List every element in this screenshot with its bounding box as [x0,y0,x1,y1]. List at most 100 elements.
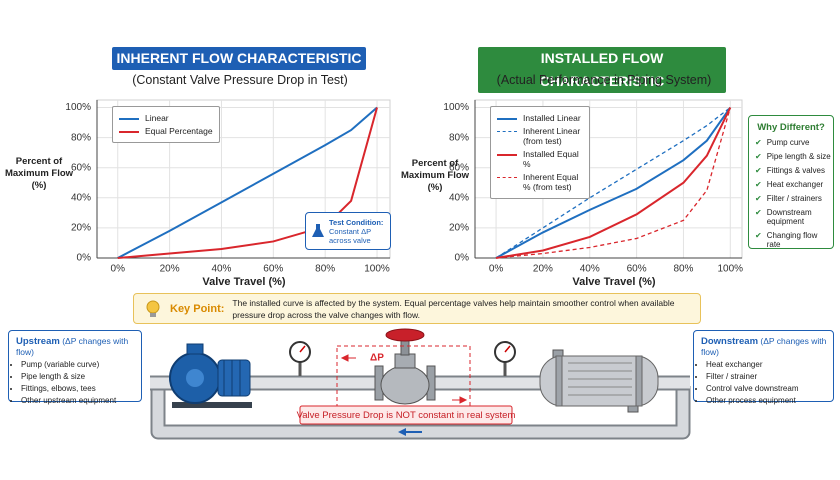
chart-title: INSTALLED FLOW CHARACTERISTIC [478,47,726,93]
series-line [117,106,378,259]
legend-swatch [497,177,517,178]
note-box [299,405,513,425]
delta-p-label: ΔP [370,353,384,364]
x-tick-label: 80% [673,264,693,275]
list-item: Pipe length & size [755,152,833,161]
list-item: Control valve downstream [706,384,833,393]
legend-swatch [497,131,517,132]
legend-entry: Linear [119,113,213,123]
legend-swatch [119,118,139,120]
upstream-list: Pump (variable curve) Pipe length & size F… [9,360,141,405]
downstream-list: Heat exchanger Filter / strainer Control v… [694,360,833,405]
pressure-gauge [289,341,516,376]
x-tick-label: 80% [315,264,335,275]
y-tick-label: 40% [449,192,469,203]
y-tick-label: 100% [443,102,469,113]
legend-swatch [497,118,517,120]
y-axis-label: Percent of Maximum Flow (%) [400,158,470,193]
y-tick-label: 80% [449,132,469,143]
delta-p-arrows [340,354,468,404]
flask-icon [312,224,324,237]
legend-label: Inherent Equal % (from test) [523,172,579,192]
downstream-box: Downstream (ΔP changes with flow) Heat e… [693,330,834,405]
upstream-box: Upstream (ΔP changes with flow) Pump (va… [8,330,142,405]
y-tick-label: 100% [65,102,91,113]
y-tick-label: 20% [449,223,469,234]
why-list: Pump curve Pipe length & size Fittings & v… [749,138,833,249]
y-tick-label: 0% [77,253,92,264]
list-item: Changing flow rate [755,231,833,249]
y-tick-label: 40% [71,192,91,203]
legend-label: Linear [145,113,169,123]
annotation-title: Test Condition: [329,217,384,227]
y-tick-label: 60% [71,162,91,173]
legend-swatch [119,131,139,133]
note-text: Valve Pressure Drop is NOT constant in r… [297,410,516,421]
y-tick-label: 0% [455,253,470,264]
annotation-text: Constant ΔP across valve [329,226,371,245]
y-tick-label: 80% [71,132,91,143]
legend-entry: Installed Equal % [497,149,583,169]
upstream-title: Upstream [16,336,60,347]
list-item: Other upstream equipment [21,396,141,405]
legend-label: Inherent Linear (from test) [523,126,581,146]
legend: Linear Equal Percentage [112,106,220,143]
list-item: Downstream equipment [755,208,833,226]
x-tick-label: 0% [489,264,504,275]
why-title: Why Different? [757,122,825,133]
key-text: The installed curve is affected by the s… [232,297,675,320]
legend-label: Equal Percentage [145,126,213,136]
x-tick-label: 0% [111,264,126,275]
series-line [495,107,732,259]
legend-entry: Inherent Linear (from test) [497,126,583,146]
x-tick-label: 40% [580,264,600,275]
list-item: Pipe length & size [21,372,141,381]
bulb-icon [146,300,160,317]
legend-label: Installed Equal % [523,149,579,169]
list-item: Pump (variable curve) [21,360,141,369]
legend-entry: Installed Linear [497,113,583,123]
y-tick-label: 20% [71,223,91,234]
list-item: Fittings & valves [755,166,833,175]
legend-entry: Equal Percentage [119,126,213,136]
list-item: Heat exchanger [706,360,833,369]
legend-entry: Inherent Equal % (from test) [497,172,583,192]
y-axis-label: Percent of Maximum Flow (%) [4,156,74,191]
legend-label: Installed Linear [523,113,581,123]
delta-p-zone [336,345,471,413]
key-point-box: Key Point: The installed curve is affect… [133,293,701,324]
pump [169,343,252,408]
x-axis-label: Valve Travel (%) [202,276,286,288]
control-valve [374,328,436,405]
legend-swatch [497,154,517,156]
x-tick-label: 60% [627,264,647,275]
series-line [495,107,731,259]
chart-subtitle: (Constant Valve Pressure Drop in Test) [132,73,348,87]
x-tick-label: 40% [211,264,231,275]
list-item: Other process equipment [706,396,833,405]
x-tick-label: 20% [533,264,553,275]
downstream-title: Downstream [701,336,759,347]
series-line [496,107,731,259]
x-tick-label: 20% [160,264,180,275]
series-line [495,106,732,259]
list-item: Filter / strainer [706,372,833,381]
key-label: Key Point: [170,302,225,315]
series-line [117,107,378,259]
x-tick-label: 60% [263,264,283,275]
downstream-note: (ΔP changes with flow) [701,336,827,357]
x-tick-label: 100% [718,264,744,275]
flow-arrow [398,428,422,436]
annotation: Test Condition: Constant ΔP across valve [305,212,391,250]
why-different-box: Why Different? Pump curve Pipe length & s… [748,115,834,249]
list-item: Fittings, elbows, tees [21,384,141,393]
heat-exchanger [539,349,659,413]
list-item: Filter / strainers [755,194,833,203]
x-axis-label: Valve Travel (%) [572,276,656,288]
x-tick-label: 100% [364,264,390,275]
list-item: Pump curve [755,138,833,147]
y-tick-label: 60% [449,162,469,173]
list-item: Heat exchanger [755,180,833,189]
chart-title: INHERENT FLOW CHARACTERISTIC [112,47,366,70]
